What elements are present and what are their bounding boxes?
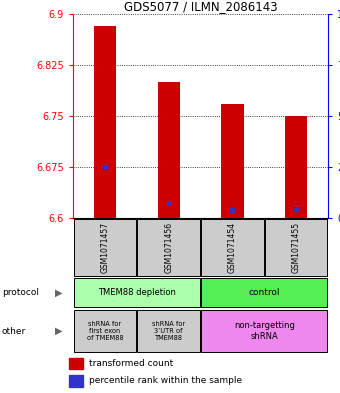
Text: shRNA for
first exon
of TMEM88: shRNA for first exon of TMEM88	[87, 321, 123, 341]
Text: transformed count: transformed count	[88, 359, 173, 368]
Bar	[201, 219, 264, 277]
Bar	[285, 116, 307, 218]
Bar	[74, 278, 200, 307]
Text: TMEM88 depletion: TMEM88 depletion	[98, 288, 176, 297]
Text: GSM1071455: GSM1071455	[292, 222, 301, 273]
Text: GSM1071456: GSM1071456	[164, 222, 173, 273]
Text: control: control	[249, 288, 280, 297]
Bar	[157, 82, 180, 218]
Text: protocol: protocol	[2, 288, 39, 297]
Bar	[221, 104, 244, 218]
Text: GSM1071457: GSM1071457	[101, 222, 109, 273]
Title: GDS5077 / ILMN_2086143: GDS5077 / ILMN_2086143	[124, 0, 277, 13]
Bar	[201, 278, 327, 307]
Bar	[201, 310, 327, 353]
Bar	[137, 310, 200, 353]
Bar	[69, 375, 83, 387]
Text: ▶: ▶	[55, 288, 63, 298]
Text: GSM1071454: GSM1071454	[228, 222, 237, 273]
Text: non-targetting
shRNA: non-targetting shRNA	[234, 321, 295, 341]
Text: ▶: ▶	[55, 326, 63, 336]
Bar	[74, 310, 136, 353]
Bar	[74, 219, 136, 277]
Bar	[94, 26, 116, 218]
Bar	[69, 358, 83, 369]
Text: shRNA for
3’UTR of
TMEM88: shRNA for 3’UTR of TMEM88	[152, 321, 185, 341]
Bar	[137, 219, 200, 277]
Text: percentile rank within the sample: percentile rank within the sample	[88, 376, 242, 386]
Text: other: other	[2, 327, 26, 336]
Bar	[265, 219, 327, 277]
